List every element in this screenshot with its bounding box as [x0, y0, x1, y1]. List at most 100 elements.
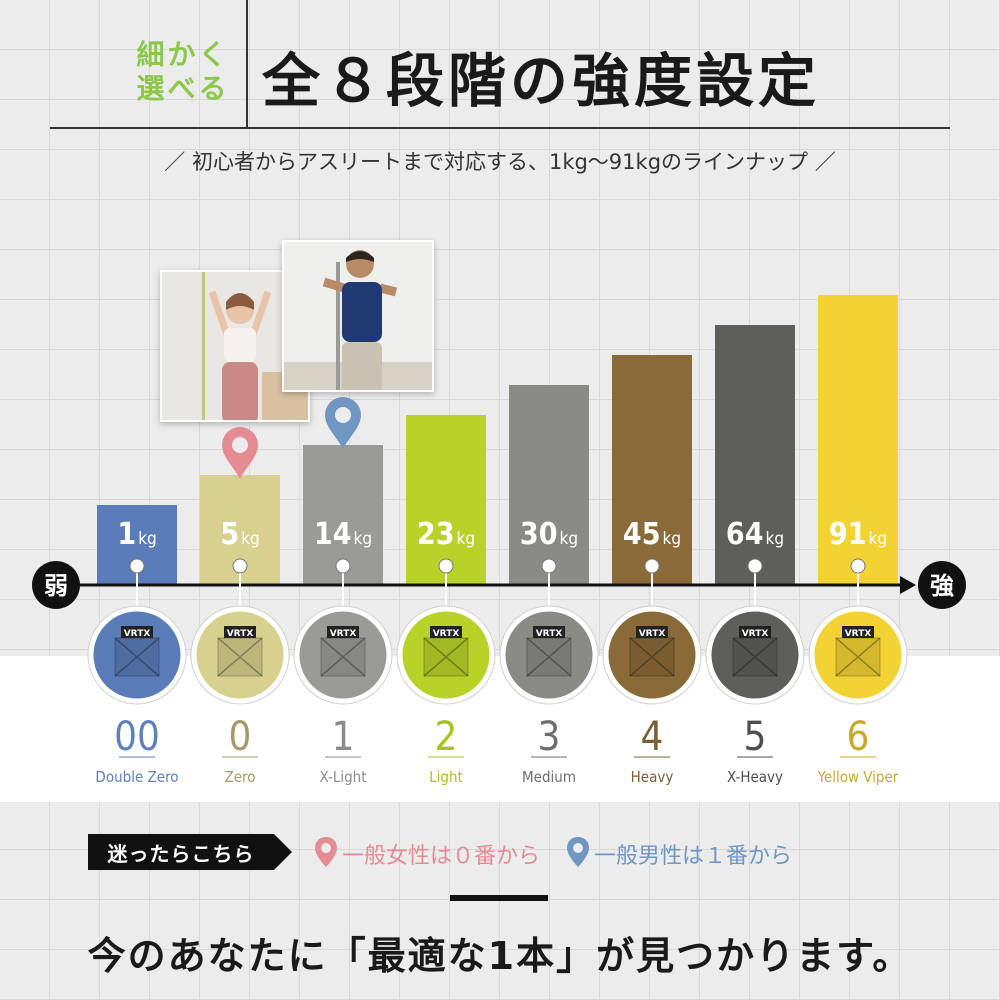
- connector-dot: [129, 558, 145, 574]
- bottom-divider: [450, 895, 548, 901]
- level-name: Medium: [522, 768, 576, 786]
- band-patch: [629, 637, 675, 677]
- band-stitch: [732, 637, 778, 677]
- band-logo-tag: [842, 626, 874, 638]
- level-name: X-Heavy: [727, 768, 783, 786]
- level-number: 5: [744, 714, 767, 760]
- level-number: 6: [847, 714, 870, 760]
- band-stitch: [217, 637, 263, 677]
- band-logo-tag: [121, 626, 153, 638]
- level-number: 2: [435, 714, 458, 760]
- band-logo-text: VRTX: [433, 629, 460, 639]
- band-logo-text: VRTX: [845, 629, 872, 639]
- band-swatch-2: [397, 606, 495, 704]
- band-logo-tag: [430, 626, 462, 638]
- weak-marker: [32, 561, 80, 609]
- level-number: 4: [641, 714, 664, 760]
- bar-6: [818, 295, 898, 585]
- connector-dot: [335, 558, 351, 574]
- band-stitch: [526, 637, 572, 677]
- strong-marker: [918, 561, 966, 609]
- band-stitch: [629, 637, 675, 677]
- band-stitch: [423, 637, 469, 677]
- level-name: Yellow Viper: [817, 768, 899, 786]
- header-subtitle-line1: 細かく: [136, 38, 230, 71]
- bar-value-label: 5 kg: [220, 517, 259, 552]
- tagline: ／ 初心者からアスリートまで対応する、1kg〜91kgのラインナップ ／: [164, 150, 836, 174]
- band-swatch-outline: [87, 605, 187, 705]
- bar-value-label: 30 kg: [520, 517, 578, 552]
- level-name: Light: [429, 768, 463, 786]
- band-swatch-0: [191, 606, 289, 704]
- band-swatch-outline: [808, 605, 908, 705]
- header-divider-vertical: [246, 0, 248, 128]
- band-logo-tag: [533, 626, 565, 638]
- band-swatch-outline: [190, 605, 290, 705]
- header-subtitle-line2: 選べる: [136, 72, 230, 105]
- level-name: X-Light: [319, 768, 366, 786]
- female-location-pin-icon: [222, 427, 258, 479]
- band-stitch: [114, 637, 160, 677]
- header-divider-horizontal: [50, 127, 950, 129]
- bar-value-label: 64 kg: [726, 517, 784, 552]
- band-swatch-3: [500, 606, 598, 704]
- bar-value-label: 1 kg: [117, 517, 156, 552]
- guide-male-text: 一般男性は１番から: [594, 844, 793, 869]
- resistance-bar-chart: 1 kg 5 kg 14 kg 23 kg 30 kg 45 kg 64 kg 91 kg 弱 強 VRTX V…: [32, 295, 966, 786]
- level-name: Heavy: [631, 768, 674, 786]
- guide-label: 迷ったらこちら: [88, 834, 274, 870]
- band-logo-tag: [739, 626, 771, 638]
- connector-dot: [850, 558, 866, 574]
- weak-label: 弱: [44, 572, 68, 600]
- band-logo-text: VRTX: [639, 629, 666, 639]
- photo-man-training: [282, 240, 434, 392]
- header-subtitle: 細かく 選べる: [128, 38, 238, 106]
- band-stitch: [835, 637, 881, 677]
- guide-arrow: [274, 834, 292, 870]
- band-swatch-outline: [705, 605, 805, 705]
- band-patch: [320, 637, 366, 677]
- band-logo-tag: [327, 626, 359, 638]
- male-pin-icon: [567, 837, 589, 867]
- level-name: Double Zero: [95, 768, 178, 786]
- bar-4: [612, 355, 692, 585]
- connector-dot: [438, 558, 454, 574]
- band-swatch-00: [88, 606, 186, 704]
- level-name: Zero: [224, 768, 255, 786]
- guide-female-text: 一般女性は０番から: [342, 844, 541, 869]
- male-location-pin-icon: [325, 397, 361, 449]
- band-logo-text: VRTX: [330, 629, 357, 639]
- x-axis-arrow: [900, 576, 916, 594]
- band-patch: [835, 637, 881, 677]
- level-number: 0: [229, 714, 252, 760]
- bar-value-label: 23 kg: [417, 517, 475, 552]
- band-swatch-outline: [499, 605, 599, 705]
- page-title: 全８段階の強度設定: [262, 47, 821, 115]
- connector-dot: [644, 558, 660, 574]
- bar-2: [406, 415, 486, 585]
- bar-value-label: 45 kg: [623, 517, 681, 552]
- level-number: 1: [332, 714, 355, 760]
- female-pin-icon: [315, 837, 337, 867]
- bar-5: [715, 325, 795, 585]
- connector-dot: [541, 558, 557, 574]
- band-stitch: [320, 637, 366, 677]
- bottom-message: 今のあなたに「最適な1本」が見つかります。: [87, 934, 913, 978]
- band-patch: [217, 637, 263, 677]
- connector-dot: [232, 558, 248, 574]
- band-swatch-5: [706, 606, 804, 704]
- band-swatch-outline: [602, 605, 702, 705]
- band-patch: [423, 637, 469, 677]
- band-logo-tag: [636, 626, 668, 638]
- bar-value-label: 91 kg: [829, 517, 887, 552]
- band-logo-text: VRTX: [227, 629, 254, 639]
- band-swatch-outline: [396, 605, 496, 705]
- bar-value-label: 14 kg: [314, 517, 372, 552]
- bar-3: [509, 385, 589, 585]
- band-logo-text: VRTX: [742, 629, 769, 639]
- level-number: 00: [114, 714, 160, 760]
- band-logo-tag: [224, 626, 256, 638]
- band-patch: [526, 637, 572, 677]
- level-number: 3: [538, 714, 561, 760]
- band-swatch-4: [603, 606, 701, 704]
